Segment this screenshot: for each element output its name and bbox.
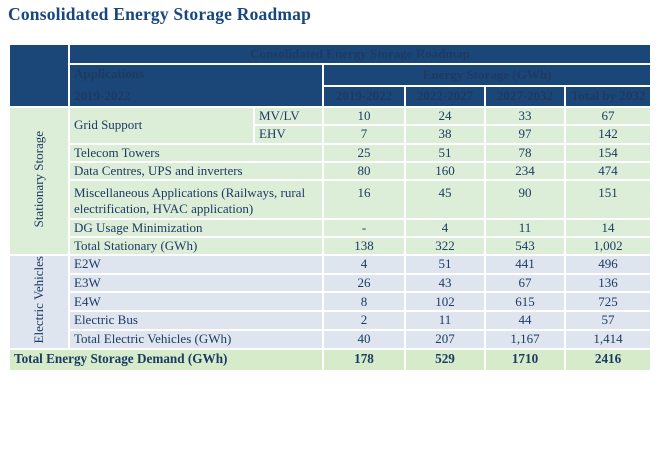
value-cell: 1,167 bbox=[484, 328, 566, 350]
column-header-total-by-2032: Total by 2032 bbox=[563, 85, 653, 108]
value-cell: 14 bbox=[563, 217, 653, 238]
value-cell: 57 bbox=[563, 310, 653, 331]
stationary-storage-vertical-label: Stationary Storage bbox=[30, 130, 46, 228]
grand-total-value: 1710 bbox=[484, 347, 566, 372]
row-e2w-name: E2W bbox=[68, 254, 324, 275]
value-cell: 10 bbox=[322, 105, 406, 127]
value-cell: 51 bbox=[404, 254, 486, 275]
value-cell: 474 bbox=[563, 160, 653, 182]
value-cell: 138 bbox=[322, 235, 406, 257]
grand-total-row: Total Energy Storage Demand (GWh) 178 52… bbox=[8, 347, 653, 372]
value-cell: 67 bbox=[563, 105, 653, 127]
header-corner-cell bbox=[8, 43, 70, 108]
table-row: Electric Bus 2 11 44 57 bbox=[9, 310, 653, 331]
row-total-ev-name: Total Electric Vehicles (GWh) bbox=[68, 328, 324, 350]
value-cell: 496 bbox=[563, 254, 653, 275]
section-label-electric-vehicles: Electric Vehicles bbox=[8, 254, 70, 350]
row-data-centres-name: Data Centres, UPS and inverters bbox=[68, 160, 324, 182]
column-header-2027-2032: 2027-2032 bbox=[484, 85, 566, 108]
value-cell: 102 bbox=[404, 291, 486, 313]
value-cell: 234 bbox=[484, 160, 566, 182]
value-cell: 441 bbox=[484, 254, 566, 275]
value-cell: 67 bbox=[484, 272, 566, 294]
value-cell: 11 bbox=[404, 310, 486, 331]
value-cell: 51 bbox=[404, 142, 486, 163]
value-cell: 2 bbox=[322, 310, 406, 331]
table-row: Miscellaneous Applications (Railways, ru… bbox=[9, 179, 653, 220]
value-cell: 24 bbox=[404, 105, 486, 127]
row-total-stationary-name: Total Stationary (GWh) bbox=[68, 235, 324, 257]
value-cell: 78 bbox=[484, 142, 566, 163]
value-cell: - bbox=[322, 217, 406, 238]
table-row: Data Centres, UPS and inverters 80 160 2… bbox=[9, 160, 653, 182]
energy-storage-roadmap-table: Consolidated Energy Storage Roadmap Appl… bbox=[8, 43, 653, 372]
value-cell: 25 bbox=[322, 142, 406, 163]
page-title: Consolidated Energy Storage Roadmap bbox=[8, 4, 312, 24]
value-cell: 615 bbox=[484, 291, 566, 313]
table-row: DG Usage Minimization - 4 11 14 bbox=[9, 217, 653, 238]
value-cell: 7 bbox=[322, 124, 406, 145]
value-cell: 543 bbox=[484, 235, 566, 257]
value-cell: 80 bbox=[322, 160, 406, 182]
value-cell: 151 bbox=[563, 179, 653, 220]
grand-total-label: Total Energy Storage Demand (GWh) bbox=[8, 347, 324, 372]
value-cell: 43 bbox=[404, 272, 486, 294]
value-cell: 16 bbox=[322, 179, 406, 220]
value-cell: 33 bbox=[484, 105, 566, 127]
table-row: E3W 26 43 67 136 bbox=[9, 272, 653, 294]
grand-total-value: 2416 bbox=[563, 347, 653, 372]
value-cell: 38 bbox=[404, 124, 486, 145]
value-cell: 11 bbox=[484, 217, 566, 238]
row-miscellaneous-name: Miscellaneous Applications (Railways, ru… bbox=[68, 179, 324, 220]
table-row: Electric Vehicles E2W 4 51 441 496 bbox=[8, 254, 653, 350]
column-header-2019-2022: 2019-2022 bbox=[322, 85, 406, 108]
column-header-energy-storage: Energy Storage (GWh) bbox=[321, 62, 653, 88]
value-cell: 322 bbox=[404, 235, 486, 257]
value-cell: 90 bbox=[484, 179, 566, 220]
table-row: Total Electric Vehicles (GWh) 40 207 1,1… bbox=[9, 328, 653, 350]
value-cell: 725 bbox=[563, 291, 653, 313]
table-header-title: Consolidated Energy Storage Roadmap bbox=[67, 43, 653, 65]
grand-total-value: 529 bbox=[404, 347, 486, 372]
value-cell: 8 bbox=[322, 291, 406, 313]
row-grid-support-ehv-sub: EHV bbox=[253, 124, 324, 145]
value-cell: 44 bbox=[484, 310, 566, 331]
row-electric-bus-name: Electric Bus bbox=[68, 310, 324, 331]
table-row: Stationary Storage Grid Support MV/LV 10… bbox=[8, 105, 653, 256]
grand-total-value: 178 bbox=[322, 347, 406, 372]
value-cell: 136 bbox=[563, 272, 653, 294]
value-cell: 40 bbox=[322, 328, 406, 350]
value-cell: 97 bbox=[484, 124, 566, 145]
section-label-stationary-storage: Stationary Storage bbox=[8, 106, 70, 256]
value-cell: 1,002 bbox=[563, 235, 653, 257]
value-cell: 26 bbox=[322, 272, 406, 294]
row-grid-support-mvlv-sub: MV/LV bbox=[253, 105, 324, 127]
value-cell: 160 bbox=[404, 160, 486, 182]
value-cell: 207 bbox=[404, 328, 486, 350]
value-cell: 154 bbox=[563, 142, 653, 163]
value-cell: 4 bbox=[322, 254, 406, 275]
table-row: EHV 7 38 97 142 bbox=[9, 124, 653, 145]
value-cell: 4 bbox=[404, 217, 486, 238]
applications-period-label: 2019-2022 bbox=[74, 87, 131, 103]
row-telecom-towers-name: Telecom Towers bbox=[68, 142, 324, 163]
table-row: E4W 8 102 615 725 bbox=[9, 291, 653, 313]
applications-label: Applications bbox=[74, 66, 145, 81]
column-header-applications: Applications 2019-2022 bbox=[68, 63, 324, 108]
row-e4w-name: E4W bbox=[68, 291, 324, 313]
value-cell: 142 bbox=[563, 124, 653, 145]
value-cell: 1,414 bbox=[563, 328, 653, 350]
table-row: Telecom Towers 25 51 78 154 bbox=[9, 142, 653, 163]
value-cell: 45 bbox=[404, 179, 486, 220]
table-row: Total Stationary (GWh) 138 322 543 1,002 bbox=[9, 235, 653, 257]
row-e3w-name: E3W bbox=[68, 272, 324, 294]
electric-vehicles-vertical-label: Electric Vehicles bbox=[30, 256, 46, 344]
row-dg-usage-name: DG Usage Minimization bbox=[68, 217, 324, 238]
column-header-2022-2027: 2022-2027 bbox=[404, 85, 486, 108]
row-grid-support-name: Grid Support bbox=[68, 106, 255, 145]
